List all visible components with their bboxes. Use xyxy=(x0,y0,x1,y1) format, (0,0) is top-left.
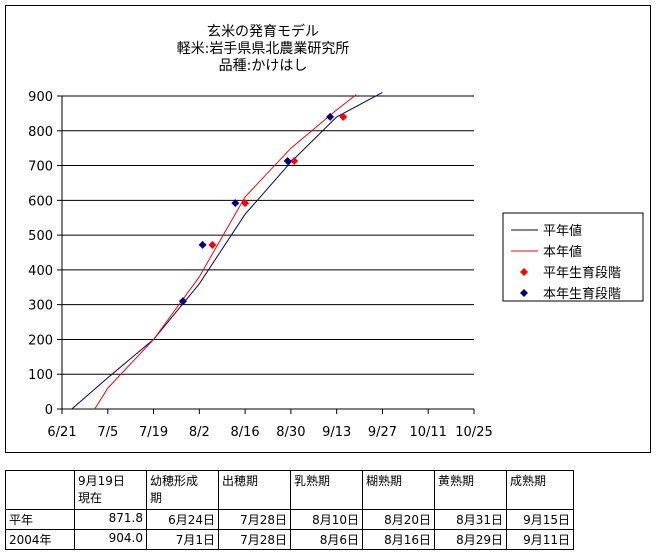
y-tick-label: 600 xyxy=(28,194,53,209)
table-header-cell: 黄熟期 xyxy=(434,470,507,510)
axes xyxy=(61,96,474,410)
table-cell: 871.8 xyxy=(74,509,147,530)
table-cell: 9月15日 xyxy=(506,509,574,530)
table-cell: 7月28日 xyxy=(218,529,291,550)
table-header-cell xyxy=(5,470,75,510)
table-cell: 8月10日 xyxy=(290,509,363,530)
table-header-cell: 糊熟期 xyxy=(362,470,435,510)
legend-label: 平年生育段階 xyxy=(543,265,621,281)
x-tick-label: 10/25 xyxy=(455,425,492,440)
table-cell: 8月31日 xyxy=(434,509,507,530)
series-marker xyxy=(290,157,299,166)
series-marker xyxy=(339,112,348,121)
table-cell: 9月11日 xyxy=(506,529,574,550)
y-tick-label: 800 xyxy=(28,125,53,140)
series-marker xyxy=(208,240,217,249)
legend-label: 平年値 xyxy=(543,223,582,239)
table-header-cell: 乳熟期 xyxy=(290,470,363,510)
chart-title-line: 品種:かけはし xyxy=(219,58,308,74)
y-tick-label: 700 xyxy=(28,160,53,175)
x-tick-label: 8/16 xyxy=(231,425,260,440)
table-header-cell: 幼穂形成期 xyxy=(146,470,219,510)
legend-swatch-marker xyxy=(520,268,528,276)
table-header-cell: 出穂期 xyxy=(218,470,291,510)
chart-title-line: 軽米:岩手県県北農業研究所 xyxy=(177,41,350,57)
series-layer xyxy=(71,92,383,410)
x-tick-label: 7/19 xyxy=(139,425,168,440)
legend-label: 本年生育段階 xyxy=(543,286,621,302)
table-cell: 904.0 xyxy=(74,529,147,550)
y-tick-label: 400 xyxy=(28,264,53,279)
x-tick-label: 8/2 xyxy=(189,425,210,440)
table-cell: 7月28日 xyxy=(218,509,291,530)
y-tick-label: 200 xyxy=(28,333,53,348)
y-tick-label: 900 xyxy=(28,90,53,105)
series-line xyxy=(71,92,383,410)
series-marker xyxy=(326,112,335,121)
x-tick-label: 7/5 xyxy=(97,425,118,440)
gridlines xyxy=(62,95,474,375)
x-tick-label: 6/21 xyxy=(47,425,76,440)
y-tick-label: 0 xyxy=(45,403,53,418)
growth-stage-table: 9月19日 現在 幼穂形成期出穂期 乳熟期 糊熟期 黄熟期 成熟期 平年 871.8 6月24日 7… xyxy=(5,470,574,550)
table-cell: 6月24日 xyxy=(146,509,219,530)
table-header-row: 9月19日 現在 幼穂形成期出穂期 乳熟期 糊熟期 黄熟期 成熟期 xyxy=(5,470,574,510)
table-cell: 8月20日 xyxy=(362,509,435,530)
y-tick-label: 100 xyxy=(28,368,53,383)
x-tick-label: 9/13 xyxy=(322,425,351,440)
series-marker xyxy=(178,297,187,306)
series-marker xyxy=(231,199,240,208)
table-header-cell: 9月19日 現在 xyxy=(74,470,147,510)
y-axis-ticks: 0 100 200 300 400 500 600 700 800 900 xyxy=(28,90,62,418)
chart-title-line: 玄米の発育モデル xyxy=(207,23,319,40)
y-tick-label: 300 xyxy=(28,299,53,314)
table-header-cell: 成熟期 xyxy=(506,470,574,510)
table-cell: 8月6日 xyxy=(290,529,363,550)
y-tick-label: 500 xyxy=(28,229,53,244)
table-row: 2004年 904.0 7月1日 7月28日 8月6日 8月16日 8月29日 9月11日 xyxy=(5,529,574,550)
x-tick-label: 10/11 xyxy=(409,425,446,440)
table-row: 平年 871.8 6月24日 7月28日 8月10日 8月20日 8月31日 9月15日 xyxy=(5,509,574,530)
x-tick-label: 8/30 xyxy=(276,425,305,440)
series-marker xyxy=(283,157,292,166)
chart-frame: 玄米の発育モデル 軽米:岩手県県北農業研究所 品種:かけはし 0 100 200 300 4… xyxy=(5,5,651,453)
legend-label: 本年値 xyxy=(543,244,582,260)
table-cell: 7月1日 xyxy=(146,529,219,550)
table-cell: 8月29日 xyxy=(434,529,507,550)
legend-swatch-marker xyxy=(520,289,528,297)
legend-box xyxy=(502,212,644,302)
plot-area xyxy=(62,96,474,409)
table-cell: 2004年 xyxy=(5,529,75,550)
table-cell: 8月16日 xyxy=(362,529,435,550)
series-marker xyxy=(241,199,250,208)
table-cell: 平年 xyxy=(5,509,75,530)
series-marker xyxy=(198,240,207,249)
x-axis-ticks: 6/21 7/5 7/19 8/2 8/16 8/30 9/13 9/27 10/11 10/25 xyxy=(47,409,493,440)
x-tick-label: 9/27 xyxy=(368,425,397,440)
